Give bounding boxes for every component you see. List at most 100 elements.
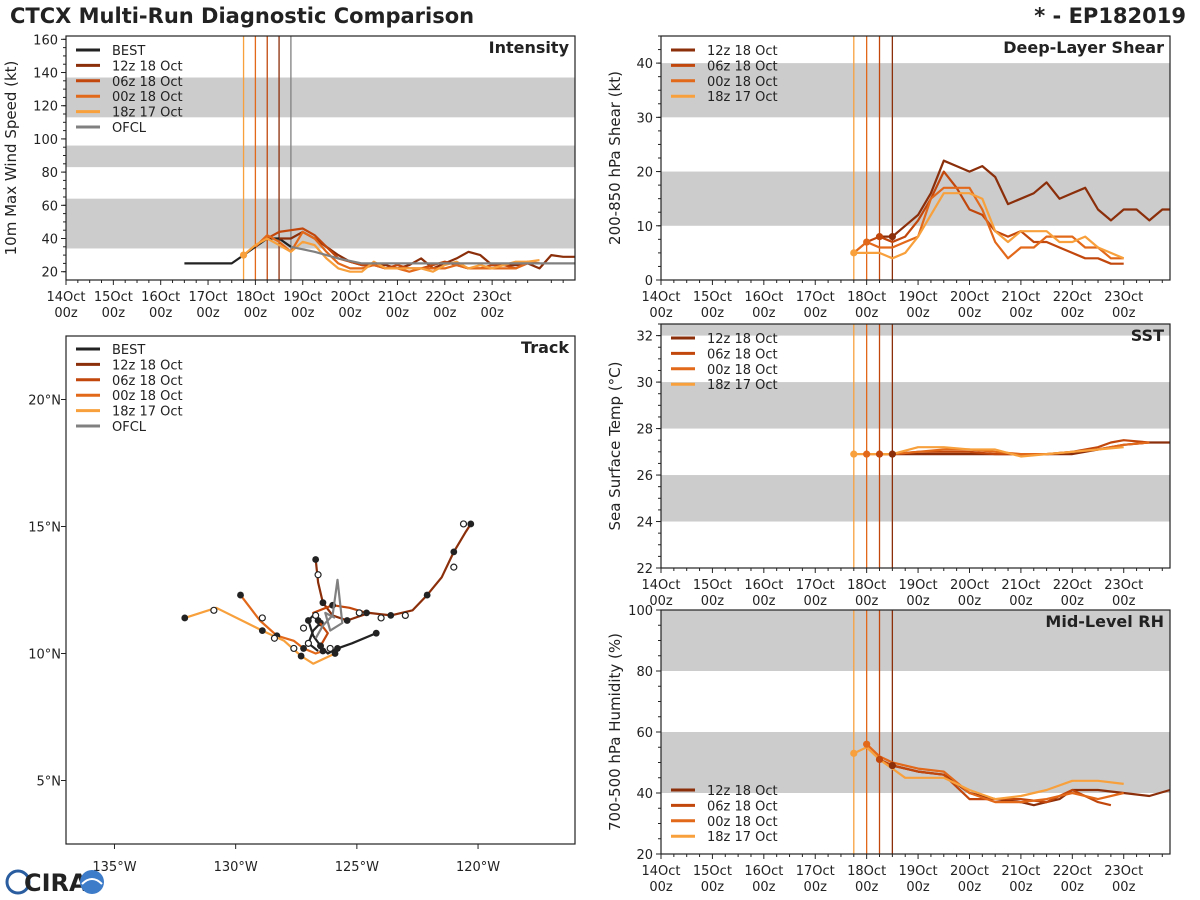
y-axis-label: 700-500 hPa Humidity (%) [606,633,624,831]
x-tick-label-hour: 00z [1061,880,1085,895]
track-point [387,612,395,619]
y-tick-label: 160 [33,33,58,48]
init-marker-18z-17-oct [239,251,248,259]
track-point-open [210,606,218,614]
series-line-00z-18-oct [865,743,1124,804]
x-tick-label-day: 23Oct [1104,578,1143,593]
track-point-open [450,563,458,571]
legend-label-18z-17-oct: 18z 17 Oct [707,830,778,845]
x-tick-label-hour: 00z [804,306,828,321]
x-tick-label-hour: 00z [958,880,982,895]
x-tick-label-day: 15Oct [693,290,732,305]
panel-rh: 2040608010014Oct00z15Oct00z16Oct00z17Oct… [606,604,1171,895]
x-tick-label-day: 19Oct [899,578,938,593]
x-tick-label-hour: 00z [906,306,930,321]
legend-label-18z-17-oct: 18z 17 Oct [112,405,183,420]
figure-title: CTCX Multi-Run Diagnostic Comparison [10,4,475,28]
legend-label-06z-18-oct: 06z 18 Oct [112,374,183,389]
x-tick-label-day: 16Oct [744,864,783,879]
init-marker-18z-17-oct [850,749,858,757]
x-tick-label-hour: 00z [855,880,879,895]
legend-label-best: BEST [112,44,145,59]
y-tick-label: 10 [636,220,653,235]
y-tick-label: 80 [636,665,653,680]
track-point [181,614,189,622]
threshold-band [661,382,1170,429]
track-point [467,520,475,528]
track-line-ofcl [314,578,344,639]
panel-intensity: 2040608010012014016014Oct00z15Oct00z16Oc… [2,33,576,321]
panel-track: 135°W 130°W 125°W 120°W 5°N 10°N 15°N 20°N Track… [28,335,576,875]
y-axis-label: 200-850 hPa Shear (kt) [606,71,624,245]
x-tick-label-day: 22Oct [425,290,464,305]
x-tick-label-hour: 00z [1061,306,1085,321]
y-tick-label: 30 [636,376,653,391]
x-tick-label-day: 14Oct [641,864,680,879]
y-tick-label: 20 [636,848,653,863]
legend-label-18z-17-oct: 18z 17 Oct [707,90,778,105]
y-tick-label: 100 [33,133,58,148]
y-tick-label: 20 [636,166,653,181]
x-tick-label-day: 16Oct [744,290,783,305]
track-point-open [290,644,298,653]
x-tick-label-day: 17Oct [796,290,835,305]
init-marker-06z-18-oct [875,233,884,241]
x-tick-label-day: 22Oct [1053,864,1092,879]
legend-label-00z-18-oct: 00z 18 Oct [112,90,183,105]
track-point-open [377,614,385,622]
y-tick-label: 32 [636,330,653,345]
x-tick-label-day: 16Oct [141,290,180,305]
y-tick-label: 120 [33,100,58,115]
longitude-label: 125°W [335,860,379,875]
x-tick-label-hour: 00z [752,306,776,321]
init-marker-12z-18-oct [888,450,896,458]
legend-label-06z-18-oct: 06z 18 Oct [707,799,778,814]
series-line-ofcl [290,245,575,265]
plot-frame [65,35,576,281]
y-tick-label: 0 [645,274,653,289]
legend-label-00z-18-oct: 00z 18 Oct [707,75,778,90]
x-tick-label-hour: 00z [804,880,828,895]
x-tick-label-hour: 00z [855,306,879,321]
init-marker-00z-18-oct [863,238,871,246]
track-point [258,627,266,635]
x-tick-label-day: 19Oct [283,290,322,305]
track-point-open [299,624,308,632]
y-tick-label: 40 [636,57,653,72]
x-tick-label-day: 23Oct [473,290,512,305]
y-tick-label: 24 [636,516,653,531]
y-axis-label: 10m Max Wind Speed (kt) [2,61,20,256]
track-point-open [270,634,279,642]
init-marker-00z-18-oct [863,450,871,458]
x-tick-label-day: 18Oct [847,864,886,879]
x-tick-label-hour: 00z [54,306,78,321]
legend-label-18z-17-oct: 18z 17 Oct [112,106,183,121]
y-tick-label: 100 [628,604,653,619]
x-tick-label-day: 22Oct [1053,578,1092,593]
storm-id: * - EP182019 [1034,4,1186,28]
legend-label-06z-18-oct: 06z 18 Oct [112,75,183,90]
longitude-label: 120°W [456,860,500,875]
threshold-band [661,610,1170,671]
track-point [343,617,351,624]
logo-text: CIRA [24,869,88,897]
track-point [237,591,244,599]
map-frame [65,335,576,845]
init-marker-06z-18-oct [875,450,884,458]
x-tick-label-hour: 00z [649,594,673,609]
track-point [317,642,324,650]
track-point [304,617,312,624]
threshold-band [661,732,1170,793]
x-tick-label-day: 21Oct [1001,864,1040,879]
track-point-open [459,520,468,528]
threshold-band [661,324,1170,336]
x-tick-label-day: 19Oct [899,290,938,305]
legend-label-06z-18-oct: 06z 18 Oct [707,347,778,362]
y-tick-label: 30 [636,111,653,126]
x-tick-label-day: 21Oct [1001,290,1040,305]
series-line-06z-18-oct [266,227,540,270]
x-tick-label-day: 17Oct [796,578,835,593]
series-line-18z-17-oct [242,237,540,273]
legend-label-06z-18-oct: 06z 18 Oct [707,59,778,74]
